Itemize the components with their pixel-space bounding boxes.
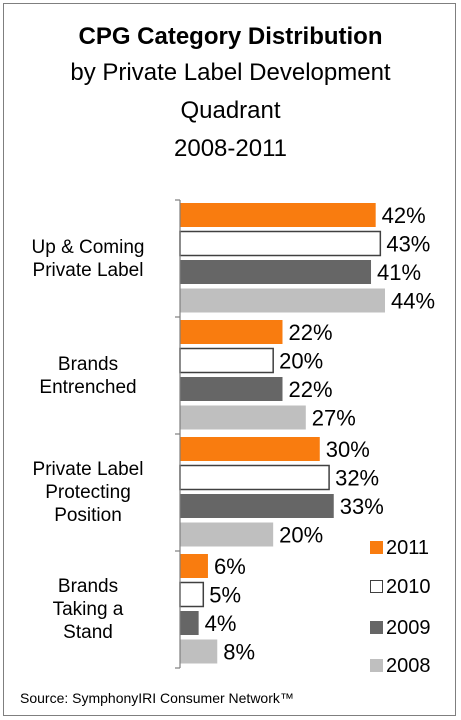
legend-label-2010: 2010 [386,576,431,598]
value-label-2011-2: 22% [289,320,333,345]
bar-2008-4 [180,639,218,664]
legend-item-2009: 2009 [370,617,431,639]
category-label-4-line-1: Brands [57,576,119,597]
value-label-2011-3: 30% [326,437,370,462]
bar-2008-1 [180,288,385,313]
chart-subtitle-line-1: by Private Label Development [70,59,391,86]
legend-item-2008: 2008 [370,655,431,677]
value-label-2011-1: 42% [382,203,426,228]
category-label-3-line-1: Private Label [32,459,144,480]
value-label-2008-2: 27% [312,406,356,431]
value-label-2011-4: 6% [214,554,246,579]
bar-2008-2 [180,405,306,430]
category-label-3-line-2: Protecting [45,482,131,503]
bar-2008-3 [180,522,274,547]
legend-label-2008: 2008 [386,655,431,677]
source-note: Source: SymphonyIRI Consumer Network™ [20,690,294,706]
legend-label-2011: 2011 [386,537,430,559]
category-label-1-line-1: Up & Coming [31,236,145,258]
bar-2011-1 [180,203,376,227]
value-label-2009-2: 22% [289,377,333,402]
legend-swatch-2010 [370,579,383,593]
value-label-2010-3: 32% [335,466,379,491]
value-label-2009-3: 33% [340,494,384,519]
value-label-2008-4: 8% [223,640,255,665]
legend-item-2011: 2011 [370,537,429,559]
category-label-1-line-2: Private Label [32,259,144,281]
legend-swatch-2011 [370,540,383,554]
category-label-4-line-3: Stand [63,622,113,643]
bar-2011-2 [180,320,283,344]
legend-label-2009: 2009 [386,617,431,639]
value-label-2008-3: 20% [279,523,323,548]
title-block: CPG Category Distribution by Private Lab… [0,20,461,168]
value-label-2010-2: 20% [279,349,323,374]
category-label-3-line-3: Position [54,505,122,526]
legend-swatch-2008 [370,658,383,672]
legend-swatch-2009 [370,620,383,634]
chart-subtitle-line-3: 2008-2011 [174,135,287,162]
category-label-4-line-2: Taking a [52,599,124,620]
bar-2010-2 [179,347,274,374]
legend-item-2010: 2010 [370,576,431,598]
value-label-2010-1: 43% [386,232,430,257]
category-label-1: Up & Coming Private Label [0,236,176,282]
bar-2010-4 [179,581,205,608]
category-label-2-line-2: Entrenched [39,376,137,398]
value-label-2010-4: 5% [209,583,241,608]
chart-title: CPG Category Distribution [78,23,383,50]
value-label-2009-4: 4% [205,611,237,636]
bar-2011-3 [180,437,320,461]
category-label-2: Brands Entrenched [0,353,176,399]
bar-2009-1 [180,260,372,284]
category-label-2-line-1: Brands [57,353,119,375]
bar-2009-4 [180,611,199,635]
category-label-3: Private Label Protecting Position [0,458,176,527]
bar-2011-4 [180,554,208,578]
bar-2010-3 [179,464,330,491]
value-label-2008-1: 44% [391,289,435,314]
chart-subtitle-line-2: Quadrant [180,97,281,124]
value-label-2009-1: 41% [377,260,421,285]
bar-2010-1 [179,230,382,257]
bar-2009-3 [180,494,334,518]
bar-2009-2 [180,377,283,401]
category-label-4: Brands Taking a Stand [0,575,176,644]
